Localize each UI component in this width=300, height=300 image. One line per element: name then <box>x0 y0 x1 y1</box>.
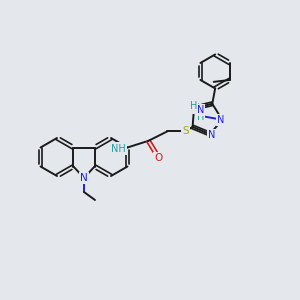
Text: H: H <box>196 112 204 122</box>
Text: H: H <box>190 101 197 111</box>
Text: S: S <box>182 126 189 136</box>
Text: N: N <box>218 115 225 125</box>
Text: N: N <box>208 130 216 140</box>
Text: N: N <box>196 105 204 115</box>
Text: NH: NH <box>111 143 125 154</box>
Text: N: N <box>192 103 200 113</box>
Text: O: O <box>155 153 163 163</box>
Text: N: N <box>80 173 88 183</box>
